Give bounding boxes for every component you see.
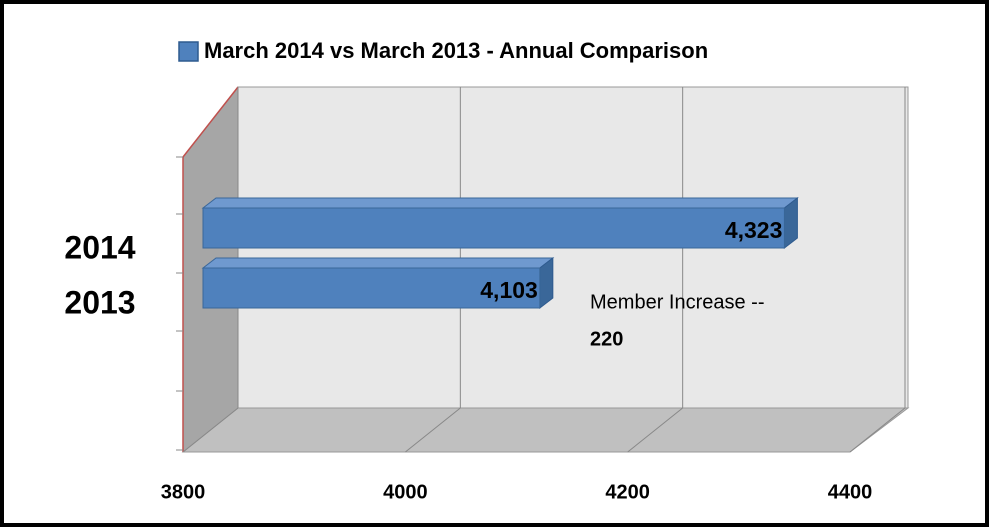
bar: [202, 207, 785, 249]
x-tick-label: 4200: [605, 481, 650, 503]
x-tick-label: 4000: [383, 481, 428, 503]
grid-line: [405, 407, 461, 453]
value-label: 4,103: [480, 277, 538, 303]
x-tick-label: 3800: [161, 481, 206, 503]
grid-line: [627, 407, 683, 453]
bar-top: [201, 197, 799, 209]
grid-line: [849, 407, 906, 453]
legend-swatch: [178, 41, 199, 62]
y-axis-ticks: [176, 156, 183, 451]
annotation: 220: [590, 328, 623, 350]
wall-edge: [182, 86, 239, 158]
y-tick-label: 2014: [64, 229, 135, 265]
bar: [202, 267, 541, 309]
floor: [181, 407, 910, 453]
x-tick-label: 4400: [828, 481, 873, 503]
y-tick-label: 2013: [64, 284, 135, 320]
grid-line: [182, 407, 239, 453]
annotation: Member Increase --: [590, 291, 765, 313]
value-label: 4,323: [725, 217, 783, 243]
bar-top: [201, 257, 555, 269]
legend-label: March 2014 vs March 2013 - Annual Compar…: [204, 38, 708, 63]
